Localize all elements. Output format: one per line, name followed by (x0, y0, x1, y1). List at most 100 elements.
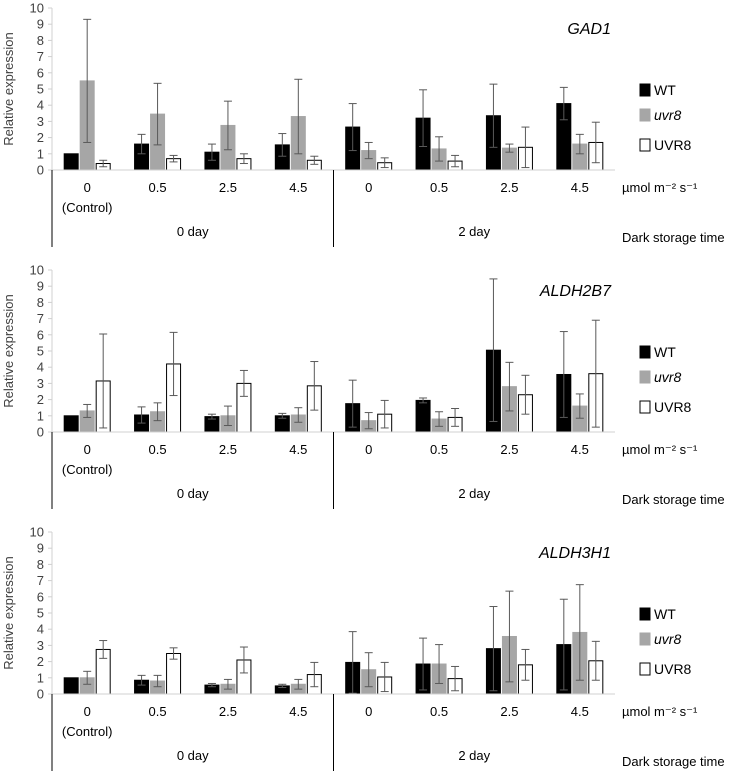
y-tick-label: 3 (37, 114, 44, 129)
group-label: 0 day (177, 748, 209, 763)
group-axis-label: Dark storage time (622, 754, 725, 769)
x-tick-label: 4.5 (571, 704, 589, 719)
group-label: 0 day (177, 486, 209, 501)
legend-label-wt: WT (654, 606, 676, 622)
x-tick-label: 2.5 (500, 442, 518, 457)
y-tick-label: 5 (37, 344, 44, 359)
y-tick-label: 10 (30, 525, 44, 540)
bar-wt (63, 677, 79, 695)
x-tick-label: 0.5 (149, 442, 167, 457)
x-tick-label: 2.5 (219, 704, 237, 719)
y-tick-label: 9 (37, 17, 44, 32)
legend-swatch-uvr8 (639, 632, 651, 646)
bar-wt (63, 415, 79, 433)
y-axis-label: Relative expression (1, 556, 16, 669)
legend-label-uvr8: uvr8 (654, 631, 681, 647)
legend-label-uvr8: UVR8 (654, 661, 692, 677)
y-tick-label: 0 (37, 163, 44, 178)
legend-label-uvr8: UVR8 (654, 399, 692, 415)
legend-label-uvr8: UVR8 (654, 137, 692, 153)
group-axis-label: Dark storage time (622, 492, 725, 507)
y-axis-label: Relative expression (1, 32, 16, 145)
y-tick-label: 4 (37, 98, 44, 113)
legend-label-wt: WT (654, 344, 676, 360)
y-tick-label: 7 (37, 573, 44, 588)
gene-label: ALDH2B7 (539, 283, 612, 300)
x-tick-label: 4.5 (571, 180, 589, 195)
unit-label: µmol m⁻² s⁻¹ (622, 180, 698, 195)
y-tick-label: 1 (37, 408, 44, 423)
y-tick-label: 2 (37, 392, 44, 407)
group-label: 0 day (177, 224, 209, 239)
x-tick-label: 0 (365, 704, 372, 719)
x-tick-label: 0.5 (149, 180, 167, 195)
y-tick-label: 9 (37, 279, 44, 294)
y-tick-label: 5 (37, 606, 44, 621)
y-tick-label: 6 (37, 327, 44, 342)
y-tick-label: 10 (30, 1, 44, 16)
y-tick-label: 0 (37, 687, 44, 702)
bar-wt (63, 153, 79, 171)
legend-swatch-wt (639, 345, 651, 359)
legend-swatch-uvr8 (639, 138, 651, 152)
bar-wt (415, 399, 431, 433)
x-tick-label: 0.5 (149, 704, 167, 719)
y-tick-label: 7 (37, 49, 44, 64)
x-tick-label: 0.5 (430, 442, 448, 457)
legend-swatch-wt (639, 83, 651, 97)
x-tick-label: 4.5 (571, 442, 589, 457)
x-tick-label: 0 (84, 442, 91, 457)
y-tick-label: 1 (37, 670, 44, 685)
y-tick-label: 3 (37, 376, 44, 391)
legend-swatch-uvr8 (639, 108, 651, 122)
x-tick-label: 4.5 (289, 442, 307, 457)
unit-label: µmol m⁻² s⁻¹ (622, 704, 698, 719)
gene-label: ALDH3H1 (538, 545, 611, 562)
unit-label: µmol m⁻² s⁻¹ (622, 442, 698, 457)
gene-label: GAD1 (567, 21, 611, 38)
x-tick-label: 0 (365, 442, 372, 457)
x-tick-label: 0 (84, 704, 91, 719)
y-tick-label: 8 (37, 557, 44, 572)
legend-swatch-wt (639, 607, 651, 621)
y-tick-label: 1 (37, 146, 44, 161)
y-tick-label: 10 (30, 263, 44, 278)
y-tick-label: 2 (37, 654, 44, 669)
x-tick-label: 0.5 (430, 180, 448, 195)
y-tick-label: 8 (37, 295, 44, 310)
y-tick-label: 8 (37, 33, 44, 48)
y-tick-label: 2 (37, 130, 44, 145)
legend-label-uvr8: uvr8 (654, 369, 681, 385)
y-tick-label: 9 (37, 541, 44, 556)
control-label: (Control) (62, 462, 113, 477)
y-tick-label: 6 (37, 589, 44, 604)
y-tick-label: 4 (37, 360, 44, 375)
y-tick-label: 3 (37, 638, 44, 653)
x-tick-label: 0.5 (430, 704, 448, 719)
legend-swatch-uvr8 (639, 400, 651, 414)
group-label: 2 day (458, 224, 490, 239)
x-tick-label: 4.5 (289, 704, 307, 719)
legend-swatch-uvr8 (639, 662, 651, 676)
x-tick-label: 4.5 (289, 180, 307, 195)
y-axis-label: Relative expression (1, 294, 16, 407)
x-tick-label: 2.5 (500, 704, 518, 719)
x-tick-label: 2.5 (219, 442, 237, 457)
y-tick-label: 0 (37, 425, 44, 440)
x-tick-label: 2.5 (219, 180, 237, 195)
x-tick-label: 0 (365, 180, 372, 195)
control-label: (Control) (62, 724, 113, 739)
control-label: (Control) (62, 200, 113, 215)
y-tick-label: 4 (37, 622, 44, 637)
x-tick-label: 2.5 (500, 180, 518, 195)
group-axis-label: Dark storage time (622, 230, 725, 245)
legend-label-uvr8: uvr8 (654, 107, 681, 123)
legend-swatch-uvr8 (639, 370, 651, 384)
y-tick-label: 7 (37, 311, 44, 326)
group-label: 2 day (458, 486, 490, 501)
group-label: 2 day (458, 748, 490, 763)
